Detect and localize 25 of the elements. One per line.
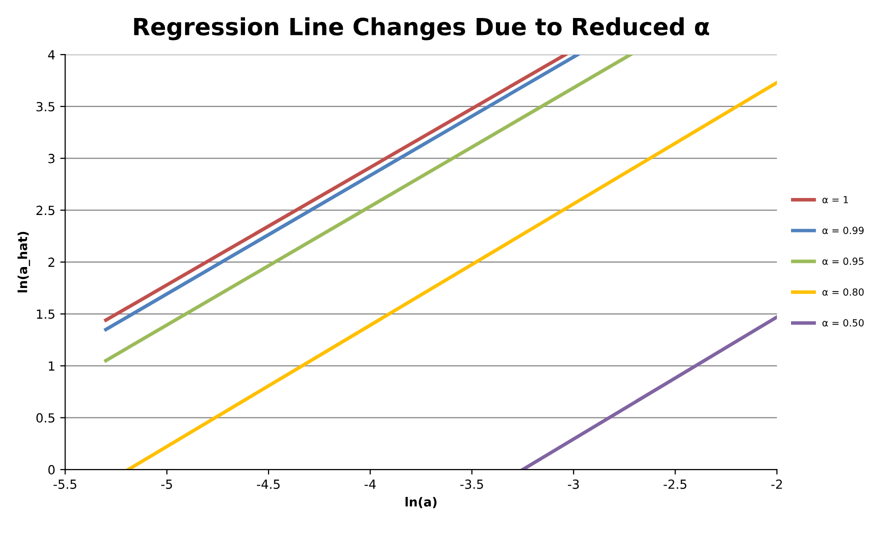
x-axis-title: ln(a): [406, 496, 436, 508]
y-tick-label: 1: [48, 361, 54, 371]
legend-label: α = 1: [822, 196, 848, 204]
y-tick-label: 0.5: [36, 413, 54, 423]
x-tick-label: -2: [771, 480, 782, 489]
x-tick-label: -5.5: [54, 480, 76, 489]
x-tick-label: -5: [161, 480, 172, 489]
x-tick-label: -4: [364, 480, 376, 489]
y-tick-label: 3.5: [36, 102, 54, 112]
x-tick-label: -3.5: [460, 480, 483, 489]
legend-label: α = 0.50: [822, 319, 864, 326]
legend-label: α = 0.80: [822, 288, 864, 296]
y-tick-label: 4: [48, 50, 55, 60]
x-tick-label: -4.5: [256, 480, 280, 489]
y-tick-label: 1.5: [36, 310, 54, 319]
legend-label: α = 0.95: [822, 258, 864, 265]
x-tick-label: -2.5: [664, 480, 686, 489]
y-tick-label: 3: [48, 154, 54, 164]
chart-title: Regression Line Changes Due to Reduced α: [134, 17, 710, 40]
legend-label: α = 0.99: [822, 226, 864, 234]
x-tick-label: -3: [568, 480, 579, 489]
y-tick-label: 2: [48, 258, 54, 267]
y-tick-label: 2.5: [36, 206, 54, 216]
y-tick-label: 0: [48, 465, 55, 474]
y-axis-title: ln(a_hat): [18, 232, 30, 292]
